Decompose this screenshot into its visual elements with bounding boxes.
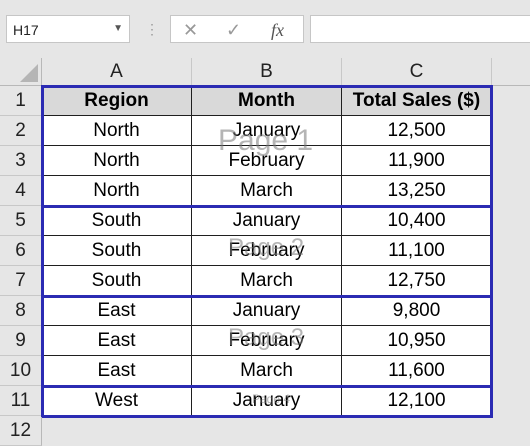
row-header-5[interactable]: 5 xyxy=(0,206,42,236)
cell-a7[interactable]: South xyxy=(42,266,192,296)
spreadsheet-grid: A B C 1 2 3 4 5 6 7 8 9 10 11 12 Region Month Total Sales… xyxy=(0,58,530,446)
row-header-9[interactable]: 9 xyxy=(0,326,42,356)
cell-b7[interactable]: March xyxy=(192,266,342,296)
row-header-10[interactable]: 10 xyxy=(0,356,42,386)
page-break-line-1[interactable] xyxy=(42,205,493,208)
cell-a4[interactable]: North xyxy=(42,176,192,206)
cell-a3[interactable]: North xyxy=(42,146,192,176)
formula-buttons: ✕ ✓ fx xyxy=(170,15,304,43)
cell-b5[interactable]: January xyxy=(192,206,342,236)
column-header-c[interactable]: C xyxy=(342,58,492,86)
print-area-border-bottom[interactable] xyxy=(42,415,493,418)
row-header-2[interactable]: 2 xyxy=(0,116,42,146)
name-box-value: H17 xyxy=(13,22,39,38)
cell-b11[interactable]: January xyxy=(192,386,342,416)
row-header-8[interactable]: 8 xyxy=(0,296,42,326)
cell-b9[interactable]: February xyxy=(192,326,342,356)
cell-b6[interactable]: February xyxy=(192,236,342,266)
formula-input[interactable] xyxy=(310,15,530,43)
header-cell-b1[interactable]: Month xyxy=(192,86,342,116)
column-header-b[interactable]: B xyxy=(192,58,342,86)
fx-icon[interactable]: fx xyxy=(271,20,284,40)
cell-c10[interactable]: 11,600 xyxy=(342,356,492,386)
chevron-down-icon[interactable]: ▼ xyxy=(113,23,123,34)
cell-b8[interactable]: January xyxy=(192,296,342,326)
row-header-3[interactable]: 3 xyxy=(0,146,42,176)
cell-c2[interactable]: 12,500 xyxy=(342,116,492,146)
header-cell-a1[interactable]: Region xyxy=(42,86,192,116)
cell-a9[interactable]: East xyxy=(42,326,192,356)
print-area-border-right[interactable] xyxy=(490,85,493,417)
cancel-icon[interactable]: ✕ xyxy=(183,20,199,40)
row-header-12[interactable]: 12 xyxy=(0,416,42,446)
cell-b10[interactable]: March xyxy=(192,356,342,386)
row-header-1[interactable]: 1 xyxy=(0,86,42,116)
cell-a6[interactable]: South xyxy=(42,236,192,266)
page-break-line-2[interactable] xyxy=(42,295,493,298)
cell-c8[interactable]: 9,800 xyxy=(342,296,492,326)
cell-c11[interactable]: 12,100 xyxy=(342,386,492,416)
row-header-7[interactable]: 7 xyxy=(0,266,42,296)
cell-a5[interactable]: South xyxy=(42,206,192,236)
cell-a8[interactable]: East xyxy=(42,296,192,326)
cell-c7[interactable]: 12,750 xyxy=(342,266,492,296)
formula-bar: H17 ▼ ⋮ ✕ ✓ fx xyxy=(0,0,530,58)
cell-a11[interactable]: West xyxy=(42,386,192,416)
header-cell-c1[interactable]: Total Sales ($) xyxy=(342,86,492,116)
cell-b2[interactable]: January xyxy=(192,116,342,146)
more-options-icon[interactable]: ⋮ xyxy=(145,21,159,37)
column-header-a[interactable]: A xyxy=(42,58,192,86)
cell-c6[interactable]: 11,100 xyxy=(342,236,492,266)
cell-a10[interactable]: East xyxy=(42,356,192,386)
enter-icon[interactable]: ✓ xyxy=(226,20,242,40)
name-box[interactable]: H17 ▼ xyxy=(6,15,130,43)
cell-c9[interactable]: 10,950 xyxy=(342,326,492,356)
cell-c3[interactable]: 11,900 xyxy=(342,146,492,176)
print-area-border-top[interactable] xyxy=(42,85,493,88)
cell-b4[interactable]: March xyxy=(192,176,342,206)
cell-c5[interactable]: 10,400 xyxy=(342,206,492,236)
cell-a2[interactable]: North xyxy=(42,116,192,146)
cell-c4[interactable]: 13,250 xyxy=(342,176,492,206)
row-header-4[interactable]: 4 xyxy=(0,176,42,206)
page-break-line-3[interactable] xyxy=(42,385,493,388)
cell-b3[interactable]: February xyxy=(192,146,342,176)
select-all-button[interactable] xyxy=(0,58,42,86)
row-header-11[interactable]: 11 xyxy=(0,386,42,416)
row-header-6[interactable]: 6 xyxy=(0,236,42,266)
print-area-border-left[interactable] xyxy=(41,85,44,417)
